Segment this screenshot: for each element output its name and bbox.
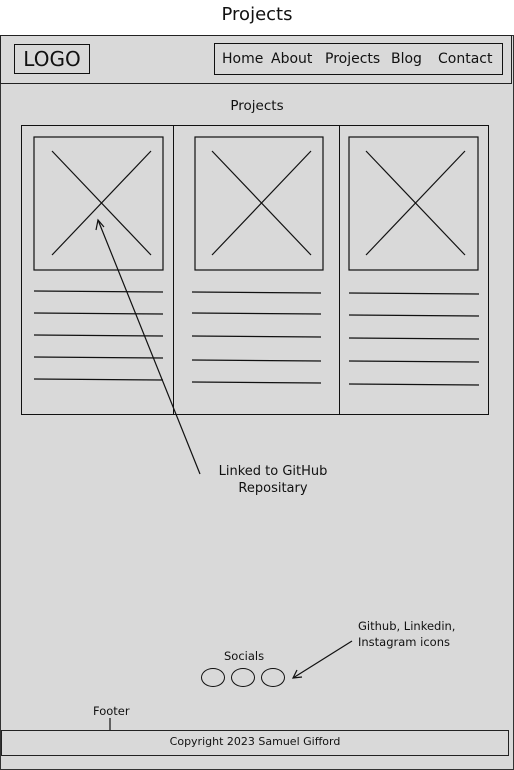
nav-item-projects[interactable]: Projects [325,51,381,67]
annotation-arrow [95,218,201,475]
section-title: Projects [230,98,284,114]
column-divider [173,125,174,415]
image-placeholder-icon[interactable] [348,136,479,271]
annotation-social-icons: Github, Linkedin, Instagram icons [358,619,456,649]
socials-label: Socials [224,649,265,663]
page-title: Projects [221,4,293,25]
nav-item-home[interactable]: Home [222,51,264,67]
nav-item-blog[interactable]: Blog [391,51,422,67]
github-icon[interactable] [201,668,225,687]
instagram-icon[interactable] [261,668,285,687]
image-placeholder-icon[interactable] [33,136,164,271]
footer-label: Footer [93,704,130,718]
logo[interactable]: LOGO [14,44,90,74]
column-divider [339,125,340,415]
image-placeholder-icon[interactable] [194,136,324,271]
annotation-github-link: Linked to GitHub Repositary [218,464,328,496]
text-placeholder-lines [348,292,480,386]
footer-bar [1,730,509,756]
nav-item-about[interactable]: About [271,51,313,67]
nav-item-contact[interactable]: Contact [438,51,493,67]
footer-copyright: Copyright 2023 Samuel Gifford [169,735,341,748]
nav-bar: Home About Projects Blog Contact [214,43,503,75]
annotation-arrow [291,640,353,679]
text-placeholder-lines [33,290,164,381]
project-grid [21,125,489,415]
text-placeholder-lines [191,291,322,384]
linkedin-icon[interactable] [231,668,255,687]
